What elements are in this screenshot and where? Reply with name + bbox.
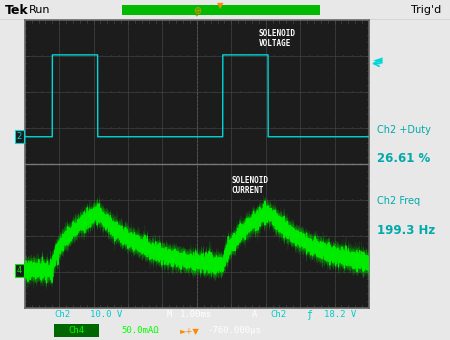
Bar xyxy=(122,5,320,15)
Text: A: A xyxy=(252,310,257,319)
Text: 18.2 V: 18.2 V xyxy=(324,310,356,319)
Text: Ch4: Ch4 xyxy=(68,326,85,336)
Bar xyxy=(54,324,99,337)
Text: Trig'd: Trig'd xyxy=(411,5,441,15)
Text: ▼: ▼ xyxy=(217,1,224,10)
Text: 1.00ms: 1.00ms xyxy=(180,310,212,319)
Text: 4: 4 xyxy=(17,266,22,275)
Text: 50.0mAΩ: 50.0mAΩ xyxy=(122,326,159,336)
Text: Tek: Tek xyxy=(4,4,28,17)
Text: ►+▼: ►+▼ xyxy=(180,326,200,336)
Text: Ch2: Ch2 xyxy=(270,310,286,319)
Text: Ch2: Ch2 xyxy=(54,310,70,319)
Text: 199.3 Hz: 199.3 Hz xyxy=(377,224,435,237)
Text: Ch2 +Duty: Ch2 +Duty xyxy=(377,124,431,135)
Text: -760.000μs: -760.000μs xyxy=(207,326,261,336)
Text: SOLENOID
CURRENT: SOLENOID CURRENT xyxy=(231,175,268,195)
Text: Ch2 Freq: Ch2 Freq xyxy=(377,197,420,206)
Text: ◄: ◄ xyxy=(373,54,382,67)
Text: ⊕: ⊕ xyxy=(193,6,201,16)
Text: ƒ: ƒ xyxy=(306,310,312,320)
Text: M: M xyxy=(166,310,172,319)
Text: 26.61 %: 26.61 % xyxy=(377,152,430,165)
Text: Run: Run xyxy=(29,5,51,15)
Text: 10.0 V: 10.0 V xyxy=(90,310,122,319)
Text: 2: 2 xyxy=(17,132,22,141)
Text: SOLENOID
VOLTAGE: SOLENOID VOLTAGE xyxy=(259,29,296,48)
